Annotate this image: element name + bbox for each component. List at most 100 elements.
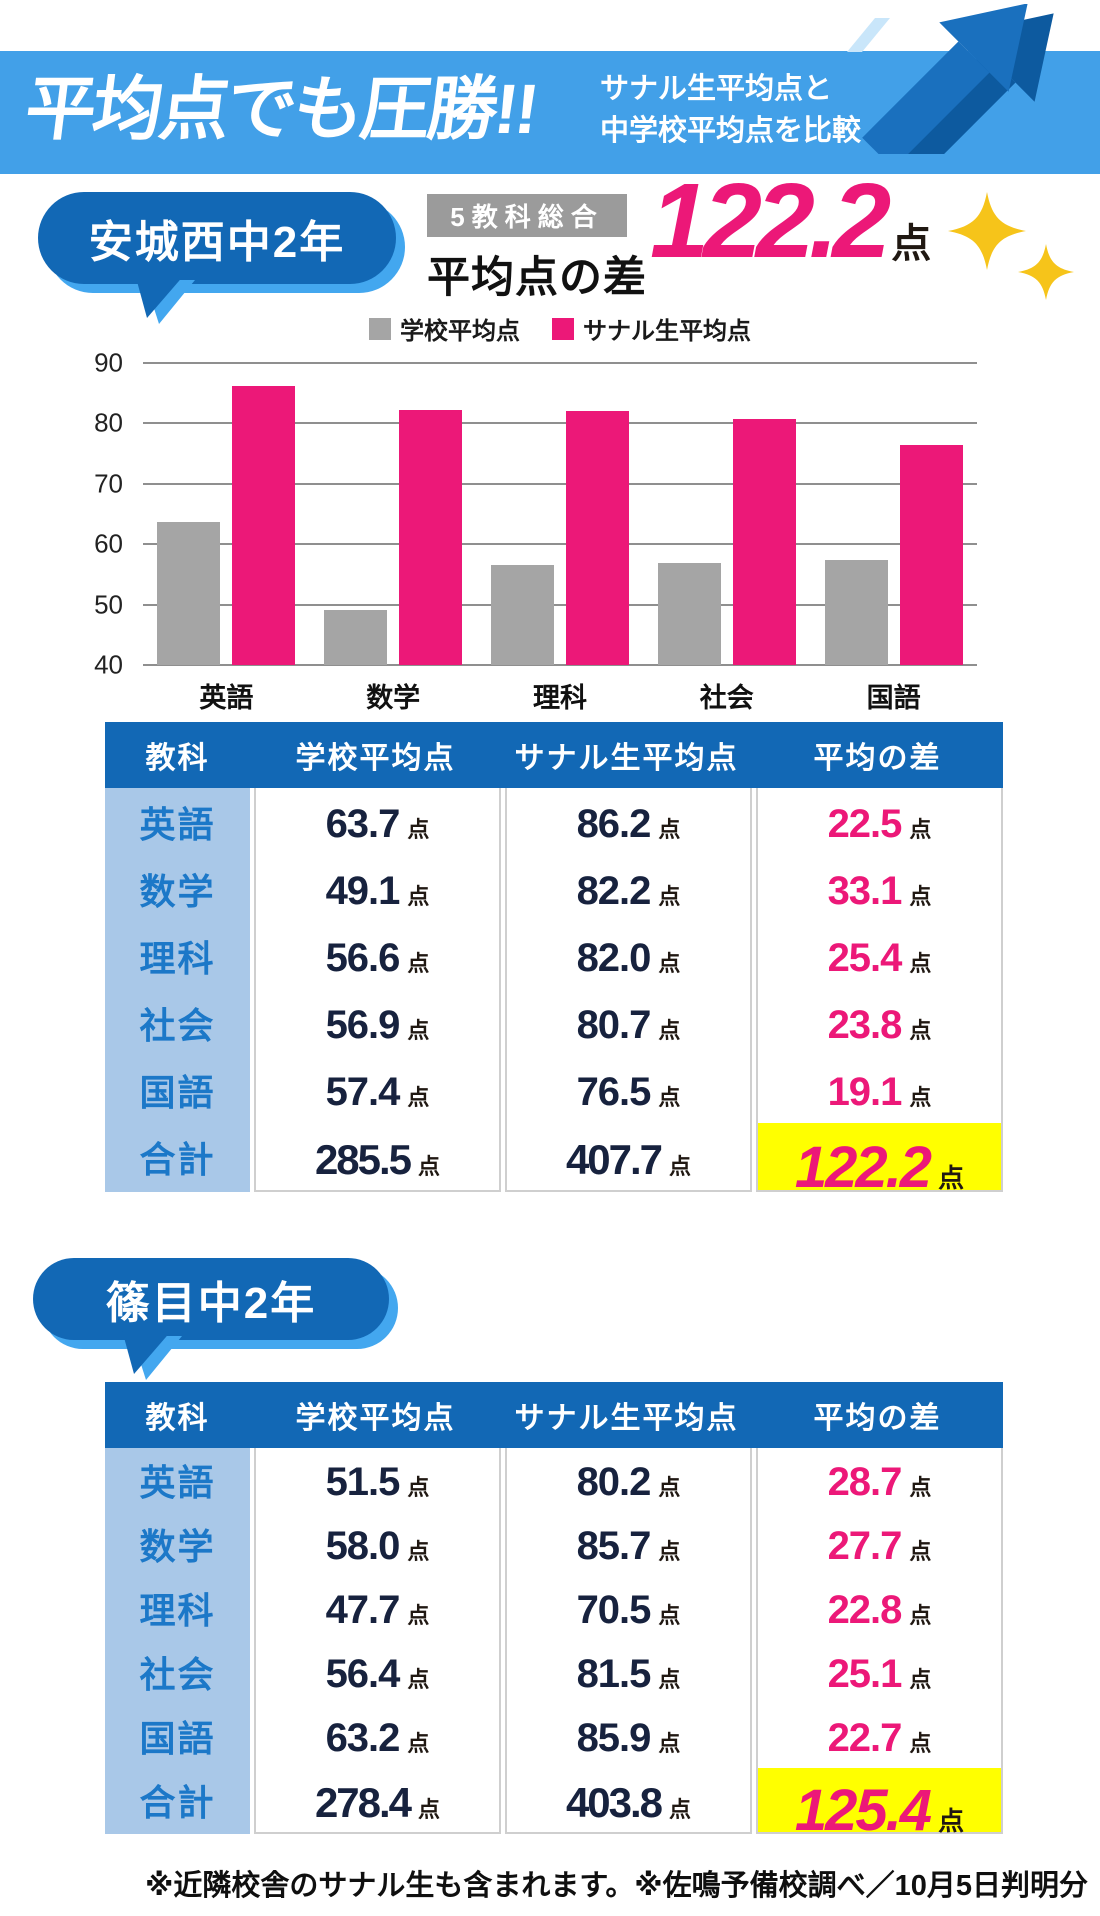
table-body: 英語 数学 理科 社会 国語 合計 51.5 点 58.0 点 47.7 点 56.4… xyxy=(105,1448,1003,1840)
sanaru-avg-column: 86.2 点 82.2 点 82.0 点 80.7 点 76.5 点 407.7 点 xyxy=(501,788,752,1192)
footnote: ※近隣校舎のサナル生も含まれます。※佐鳴予備校調べ／10月5日判明分 xyxy=(145,1870,1088,1902)
subject-cell: 数学 xyxy=(139,870,216,912)
total-value-cell: 403.8 点 xyxy=(565,1779,692,1826)
total-value-cell: 278.4 点 xyxy=(314,1779,441,1826)
diff-cell: 19.1 点 xyxy=(827,1070,932,1114)
diff-cell: 23.8 点 xyxy=(827,1003,932,1047)
total-diff-value: 122.2 xyxy=(650,162,891,280)
legend-swatch-school xyxy=(369,317,391,340)
gridline xyxy=(143,543,977,546)
col-header-subject: 教科 xyxy=(145,742,210,775)
subject-cell: 英語 xyxy=(139,1462,216,1503)
value-cell: 80.2 点 xyxy=(576,1460,681,1504)
y-axis-tick: 90 xyxy=(94,347,123,378)
diff-label: 平均点の差 xyxy=(427,254,647,302)
subject-cell: 数学 xyxy=(139,1526,216,1567)
subject-cell: 社会 xyxy=(139,1004,216,1046)
y-axis-tick: 50 xyxy=(94,589,123,620)
value-cell: 63.2 点 xyxy=(325,1716,430,1760)
value-cell: 58.0 点 xyxy=(325,1524,430,1568)
score-table-anjonishi: 教科 学校平均点 サナル生平均点 平均の差 英語 数学 理科 社会 国語 合計 … xyxy=(105,722,1003,1197)
legend-label-school: 学校平均点 xyxy=(400,318,520,345)
col-header-sanaru-avg: サナル生平均点 xyxy=(514,742,739,775)
sanaru-avg-column: 80.2 点 85.7 点 70.5 点 81.5 点 85.9 点 403.8 点 xyxy=(501,1448,752,1834)
diff-column: 22.5 点 33.1 点 25.4 点 23.8 点 19.1 点 122.2 点 xyxy=(752,788,1003,1197)
subtitle-line-1: サナル生平均点と xyxy=(600,73,833,105)
value-cell: 82.0 点 xyxy=(576,936,681,980)
subject-cell: 英語 xyxy=(139,803,216,845)
bar-数学-サナル生平均点 xyxy=(399,410,463,665)
school-avg-column: 63.7 点 49.1 点 56.6 点 56.9 点 57.4 点 285.5 点 xyxy=(250,788,501,1192)
value-cell: 56.6 点 xyxy=(325,936,430,980)
x-category-英語: 英語 xyxy=(199,683,254,713)
value-cell: 63.7 点 xyxy=(325,802,430,846)
school-badge-sasame: 篠目中2年 xyxy=(33,1258,389,1340)
bar-英語-サナル生平均点 xyxy=(232,385,296,665)
subject-cell: 社会 xyxy=(139,1654,216,1695)
y-axis-tick: 70 xyxy=(94,468,123,499)
bar-理科-学校平均点 xyxy=(491,564,554,665)
bar-国語-サナル生平均点 xyxy=(899,444,963,665)
col-header-diff: 平均の差 xyxy=(813,742,942,775)
subject-cell: 国語 xyxy=(139,1718,216,1759)
table-body: 英語 数学 理科 社会 国語 合計 63.7 点 49.1 点 56.6 点 56.9… xyxy=(105,788,1003,1197)
diff-cell: 22.8 点 xyxy=(827,1588,932,1632)
score-table-sasame: 教科 学校平均点 サナル生平均点 平均の差 英語 数学 理科 社会 国語 合計 … xyxy=(105,1382,1003,1840)
badge-tail xyxy=(135,274,195,324)
diff-cell: 22.7 点 xyxy=(827,1716,932,1760)
total-diff-callout: 122.2 点 xyxy=(650,168,931,274)
gridline xyxy=(143,422,977,425)
value-cell: 47.7 点 xyxy=(325,1588,430,1632)
chart-legend: 学校平均点 サナル生平均点 xyxy=(143,311,977,346)
subject-column: 英語 数学 理科 社会 国語 合計 xyxy=(105,788,250,1192)
value-cell: 82.2 点 xyxy=(576,869,681,913)
chart-xaxis: 英語 数学 理科 社会 国語 xyxy=(143,676,977,713)
value-cell: 56.9 点 xyxy=(325,1003,430,1047)
total-label-cell: 合計 xyxy=(139,1138,216,1180)
col-header-diff: 平均の差 xyxy=(813,1402,942,1435)
value-cell: 56.4 点 xyxy=(325,1652,430,1696)
bar-国語-学校平均点 xyxy=(824,559,888,665)
value-cell: 85.7 点 xyxy=(576,1524,681,1568)
diff-cell: 22.5 点 xyxy=(827,802,932,846)
chart-plot xyxy=(143,362,977,666)
col-header-subject: 教科 xyxy=(145,1402,210,1435)
value-cell: 85.9 点 xyxy=(576,1716,681,1760)
col-header-school-avg: 学校平均点 xyxy=(295,1402,456,1435)
x-category-社会: 社会 xyxy=(699,683,754,713)
value-cell: 51.5 点 xyxy=(325,1460,430,1504)
value-cell: 86.2 点 xyxy=(576,802,681,846)
value-cell: 81.5 点 xyxy=(576,1652,681,1696)
y-axis-tick: 40 xyxy=(94,649,123,680)
x-category-国語: 国語 xyxy=(866,683,921,713)
up-right-arrow-icon xyxy=(847,4,1054,154)
total-label-cell: 合計 xyxy=(139,1782,216,1823)
legend-label-sanaru: サナル生平均点 xyxy=(583,318,751,345)
diff-cell: 25.1 点 xyxy=(827,1652,932,1696)
legend-swatch-sanaru xyxy=(552,317,574,340)
bar-英語-学校平均点 xyxy=(157,521,221,665)
col-header-sanaru-avg: サナル生平均点 xyxy=(514,1402,739,1435)
gridline xyxy=(143,603,977,606)
subject-cell: 理科 xyxy=(139,1590,216,1631)
page-title: 平均点でも圧勝!! xyxy=(21,70,541,148)
subtitle-line-2: 中学校平均点を比較 xyxy=(600,115,862,148)
y-axis-tick: 80 xyxy=(94,407,123,438)
value-cell: 76.5 点 xyxy=(576,1070,681,1114)
gridline xyxy=(143,664,977,666)
col-header-school-avg: 学校平均点 xyxy=(295,742,456,775)
exam-scope-badge: 5教科総合 xyxy=(427,194,627,237)
gridline xyxy=(143,482,977,485)
diff-cell: 33.1 点 xyxy=(827,869,932,913)
x-category-数学: 数学 xyxy=(366,683,421,713)
diff-column: 28.7 点 27.7 点 22.8 点 25.1 点 22.7 点 125.4 点 xyxy=(752,1448,1003,1840)
school-badge-anjonishi: 安城西中2年 xyxy=(38,192,396,284)
bar-社会-学校平均点 xyxy=(657,562,721,665)
value-cell: 49.1 点 xyxy=(325,869,430,913)
subject-cell: 理科 xyxy=(139,937,216,979)
total-diff-unit: 点 xyxy=(891,222,932,266)
x-category-理科: 理科 xyxy=(532,683,587,713)
sparkle-icon xyxy=(1018,244,1074,300)
value-cell: 70.5 点 xyxy=(576,1588,681,1632)
